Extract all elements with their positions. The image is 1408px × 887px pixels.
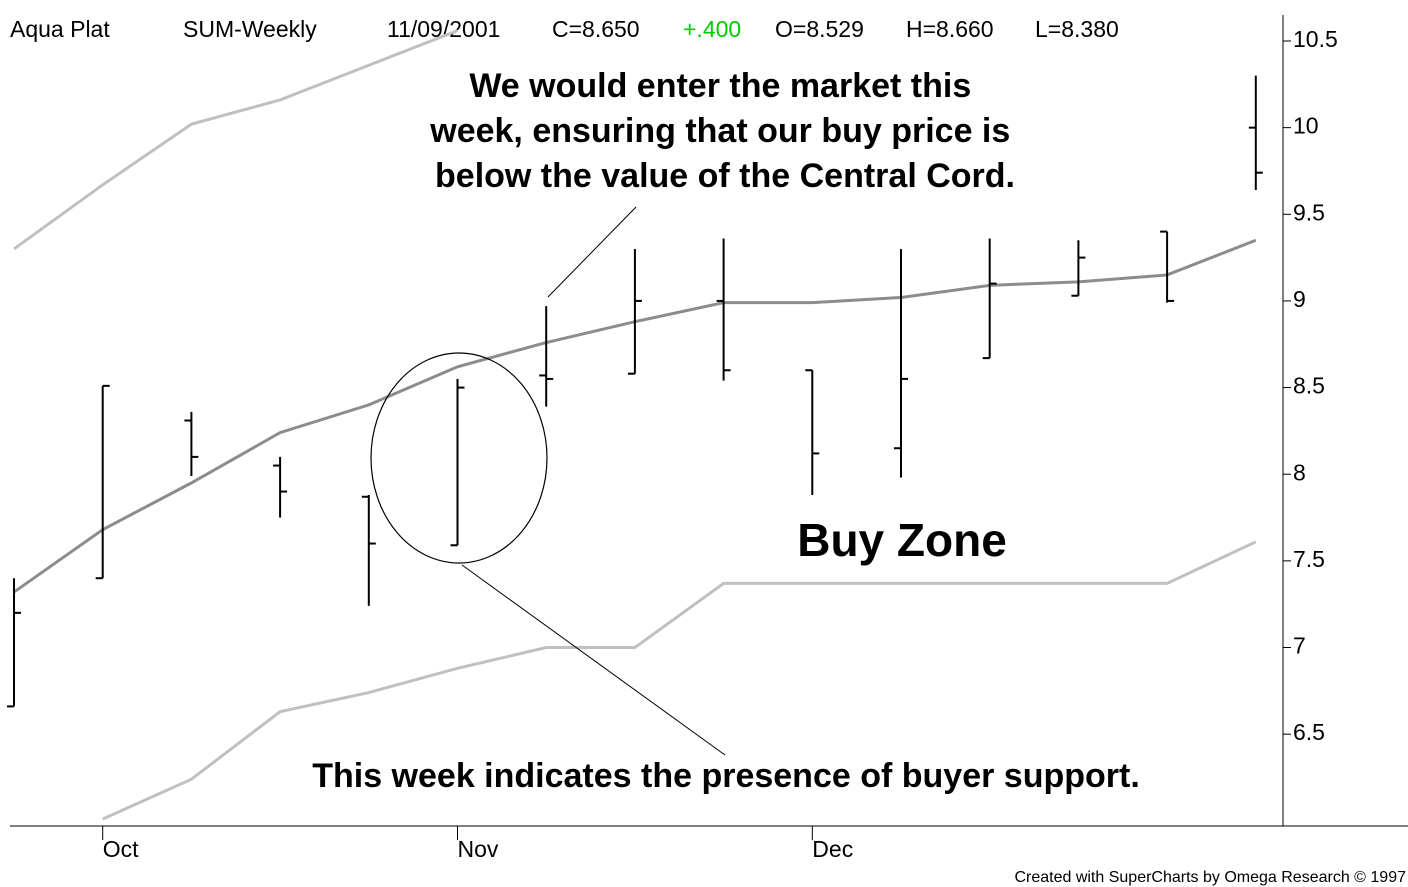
symbol: Aqua Plat — [10, 16, 110, 42]
change: +.400 — [683, 16, 741, 42]
annotation: This week indicates the presence of buye… — [312, 757, 1140, 795]
y-tick-label: 8.5 — [1293, 373, 1325, 399]
annotation: We would enter the market this week, ens… — [429, 67, 1019, 195]
interval: SUM-Weekly — [183, 16, 317, 42]
band-line — [13, 29, 459, 251]
pointer — [547, 206, 637, 298]
close: C=8.650 — [552, 16, 640, 42]
low: L=8.380 — [1035, 16, 1119, 42]
y-tick-label: 7 — [1293, 633, 1306, 659]
annotation-line: week, ensuring that our buy price is — [429, 112, 1010, 150]
y-tick-label: 10.5 — [1293, 26, 1338, 52]
date: 11/09/2001 — [387, 16, 500, 42]
open: O=8.529 — [775, 16, 864, 42]
bars — [7, 75, 1263, 708]
annotation-line: below the value of the Central Cord. — [435, 157, 1015, 195]
y-tick-label: 9.5 — [1293, 199, 1325, 225]
footer: Created with SuperCharts by Omega Resear… — [1014, 869, 1406, 886]
x-tick-label: Oct — [103, 836, 139, 862]
y-tick-label: 7.5 — [1293, 546, 1325, 572]
pointer — [461, 564, 726, 756]
buy-zone: Buy Zone — [797, 514, 1007, 566]
x-tick-label: Dec — [812, 836, 853, 862]
highlight-ellipse — [370, 352, 548, 564]
x-tick-label: Nov — [458, 836, 499, 862]
y-tick-label: 9 — [1293, 286, 1306, 312]
band-line — [102, 540, 1257, 821]
y-tick-label: 10 — [1293, 113, 1319, 139]
annotation-line: We would enter the market this — [469, 67, 971, 105]
y-tick-label: 6.5 — [1293, 719, 1325, 745]
y-tick-label: 8 — [1293, 459, 1306, 485]
header: Aqua Plat SUM-Weekly 11/09/2001 C=8.650 … — [10, 16, 1119, 42]
high: H=8.660 — [906, 16, 994, 42]
